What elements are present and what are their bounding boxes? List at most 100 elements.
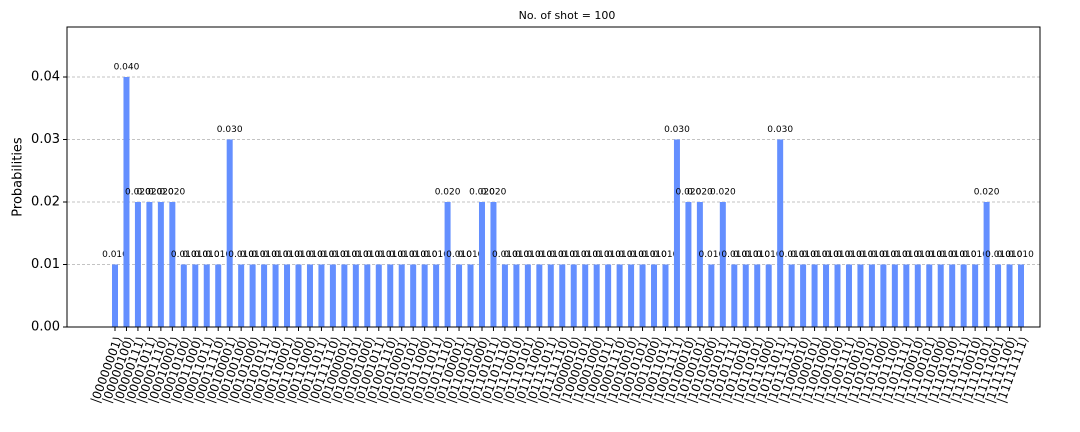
value-label: 0.010 xyxy=(859,250,885,260)
value-label: 0.010 xyxy=(549,250,575,260)
bar xyxy=(272,264,279,327)
value-label: 0.010 xyxy=(343,250,369,260)
bar xyxy=(673,139,680,327)
chart-title: No. of shot = 100 xyxy=(519,9,616,22)
value-label: 0.010 xyxy=(653,250,679,260)
bar xyxy=(651,264,658,327)
bar xyxy=(639,264,646,327)
bar xyxy=(1018,264,1024,327)
value-label: 0.010 xyxy=(641,250,667,260)
bar xyxy=(914,264,921,327)
value-label: 0.020 xyxy=(137,188,163,198)
bar xyxy=(467,264,474,327)
value-label: 0.010 xyxy=(515,250,541,260)
bar xyxy=(834,264,841,327)
bar xyxy=(765,264,772,327)
bar xyxy=(616,264,623,327)
bar xyxy=(444,202,451,327)
bar xyxy=(226,139,233,327)
value-label: 0.010 xyxy=(595,250,621,260)
value-label: 0.010 xyxy=(526,250,552,260)
value-label: 0.010 xyxy=(584,250,610,260)
bar xyxy=(478,202,485,327)
value-label: 0.010 xyxy=(458,250,484,260)
bar xyxy=(983,202,990,327)
value-label: 0.010 xyxy=(790,250,816,260)
bar xyxy=(731,264,738,327)
value-label: 0.010 xyxy=(366,250,392,260)
bar xyxy=(284,264,291,327)
bar xyxy=(845,264,852,327)
value-label: 0.020 xyxy=(435,188,461,198)
y-tick-label: 0.01 xyxy=(31,257,60,272)
bar xyxy=(513,264,520,327)
value-label: 0.020 xyxy=(687,188,713,198)
value-label: 0.010 xyxy=(985,250,1011,260)
value-label: 0.010 xyxy=(354,250,380,260)
value-label: 0.020 xyxy=(469,188,495,198)
value-label: 0.010 xyxy=(721,250,747,260)
value-label: 0.010 xyxy=(848,250,874,260)
value-label: 0.010 xyxy=(561,250,587,260)
bar xyxy=(112,264,118,327)
value-label: 0.010 xyxy=(412,250,438,260)
value-label: 0.030 xyxy=(767,125,793,135)
value-label: 0.010 xyxy=(446,250,472,260)
bar xyxy=(364,264,371,327)
value-label: 0.020 xyxy=(159,188,185,198)
bar xyxy=(811,264,818,327)
bar xyxy=(685,202,692,327)
bar xyxy=(559,264,566,327)
value-label: 0.010 xyxy=(1008,250,1034,260)
value-label: 0.010 xyxy=(997,250,1023,260)
bar xyxy=(880,264,887,327)
value-label: 0.010 xyxy=(274,250,300,260)
bar xyxy=(146,202,153,327)
bar xyxy=(157,202,164,327)
y-axis-label: Probabilities xyxy=(11,137,26,217)
bar xyxy=(937,264,944,327)
bar xyxy=(341,264,348,327)
bar xyxy=(777,139,784,327)
bar xyxy=(1006,264,1013,327)
bar xyxy=(536,264,543,327)
value-label: 0.020 xyxy=(710,188,736,198)
value-label: 0.010 xyxy=(400,250,426,260)
bar xyxy=(949,264,956,327)
value-label: 0.010 xyxy=(962,250,988,260)
value-label: 0.010 xyxy=(194,250,220,260)
bar xyxy=(238,264,245,327)
value-label: 0.010 xyxy=(572,250,598,260)
bar xyxy=(456,264,463,327)
value-label: 0.010 xyxy=(320,250,346,260)
value-label: 0.020 xyxy=(974,188,1000,198)
bar xyxy=(547,264,554,327)
bar xyxy=(662,264,669,327)
bar xyxy=(215,264,222,327)
value-label: 0.010 xyxy=(951,250,977,260)
value-label: 0.010 xyxy=(825,250,851,260)
bar xyxy=(398,264,405,327)
value-label: 0.010 xyxy=(756,250,782,260)
value-label: 0.010 xyxy=(297,250,323,260)
bar xyxy=(352,264,359,327)
value-label: 0.010 xyxy=(263,250,289,260)
y-tick-label: 0.00 xyxy=(31,320,60,335)
bar xyxy=(501,264,508,327)
bar xyxy=(306,264,313,327)
value-label: 0.030 xyxy=(217,125,243,135)
value-label: 0.010 xyxy=(331,250,357,260)
bar xyxy=(800,264,807,327)
value-label: 0.010 xyxy=(893,250,919,260)
bar xyxy=(490,202,497,327)
bar xyxy=(387,264,394,327)
bar xyxy=(754,264,761,327)
bar xyxy=(628,264,635,327)
value-label: 0.010 xyxy=(205,250,231,260)
value-label: 0.010 xyxy=(733,250,759,260)
y-tick-label: 0.04 xyxy=(31,70,60,85)
bar xyxy=(180,264,187,327)
value-label: 0.010 xyxy=(389,250,415,260)
